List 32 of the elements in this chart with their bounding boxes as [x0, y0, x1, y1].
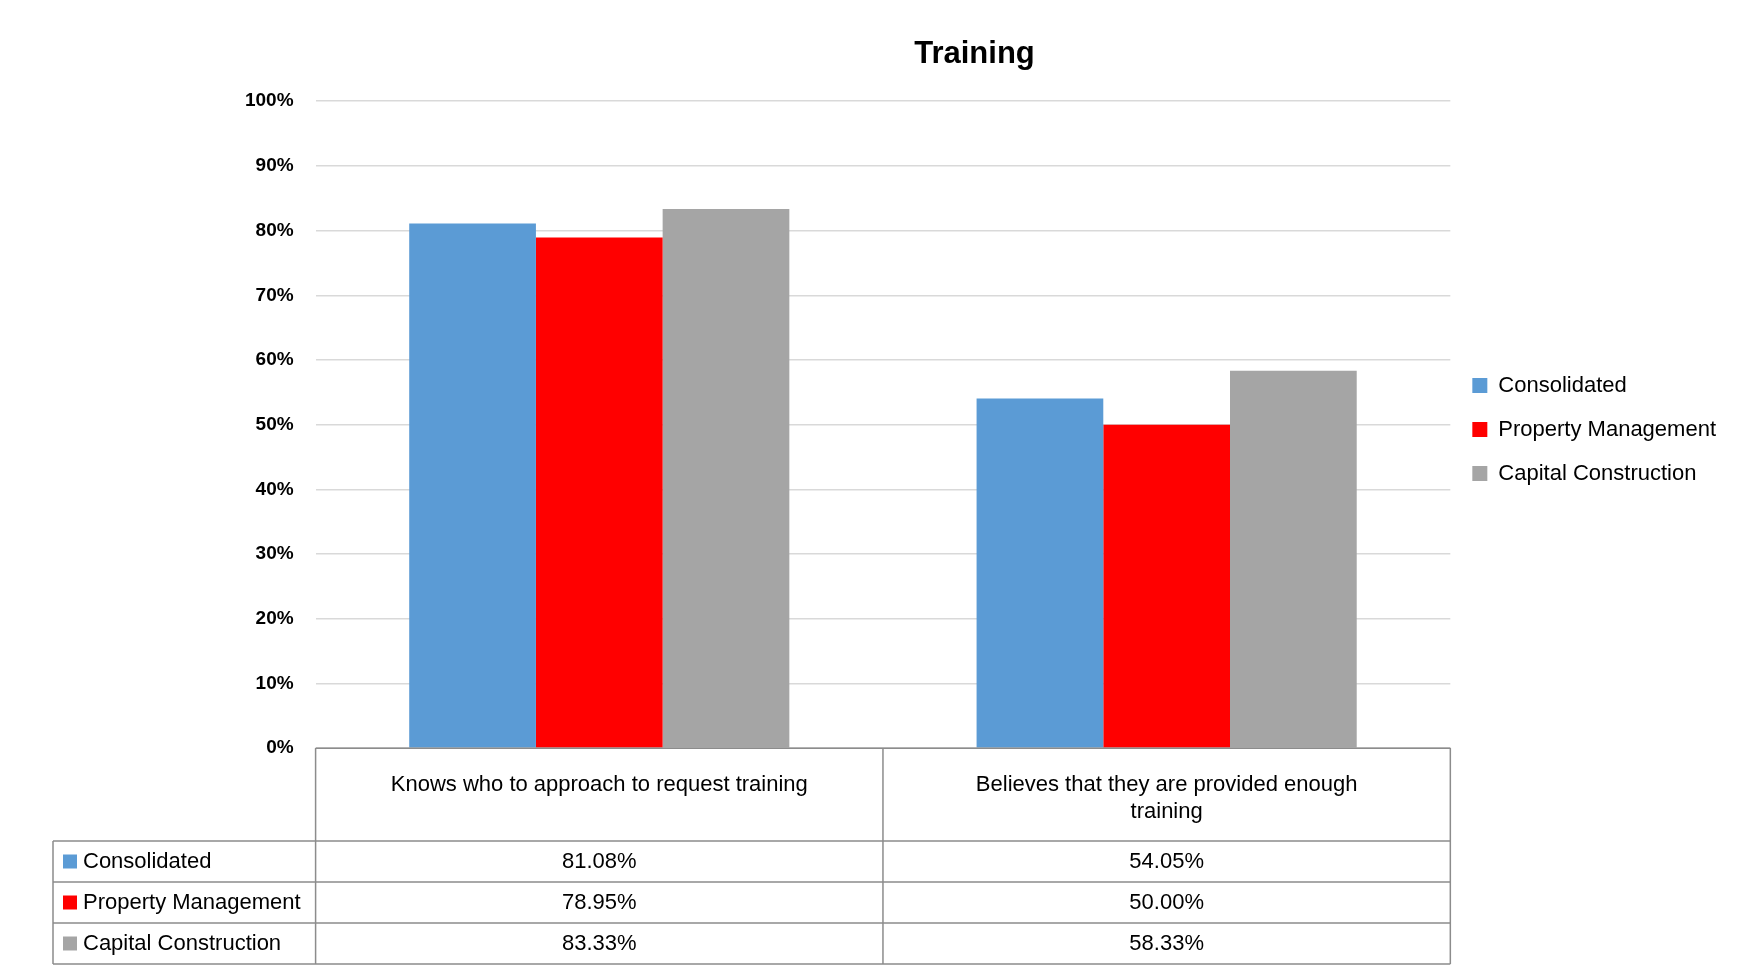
text: Capital Construction: [83, 929, 282, 955]
legend-label: Property Management: [1498, 415, 1716, 441]
bar: [409, 223, 536, 748]
y-tick-label: 50%: [255, 412, 294, 434]
y-tick-label: 90%: [255, 154, 294, 176]
text: Property Management: [83, 888, 301, 914]
data-label: 54.05%: [1129, 847, 1204, 873]
y-tick-label: 100%: [244, 89, 294, 111]
y-tick-label: 70%: [255, 283, 294, 305]
y-tick-label: 80%: [255, 218, 294, 240]
bar: [976, 398, 1104, 748]
legend-label: Consolidated: [83, 847, 212, 873]
data-label: 58.33%: [1129, 929, 1204, 955]
x-tick-label: Believes that they are provided enough training: [975, 771, 1358, 823]
y-tick-label: 30%: [255, 542, 294, 564]
y-tick-label: 20%: [255, 607, 294, 629]
x-tick-label: Knows who to approach to request training: [390, 771, 808, 797]
data-label: 50.00%: [1129, 888, 1204, 914]
legend-label: Capital Construction: [1498, 459, 1697, 485]
bar: [1103, 424, 1230, 748]
data-label: 78.95%: [561, 888, 637, 914]
y-tick-label: 60%: [255, 348, 294, 370]
data-label: 81.08%: [561, 847, 637, 873]
bar: [662, 209, 790, 748]
y-tick-label: 0%: [266, 736, 294, 758]
text: Consolidated: [1498, 371, 1627, 397]
chart-title: Training: [914, 35, 1035, 71]
data-label: 83.33%: [561, 929, 637, 955]
y-tick-label: 40%: [255, 477, 294, 499]
y-tick-label: 10%: [255, 671, 294, 693]
bar: [535, 237, 663, 748]
bar: [1230, 370, 1357, 748]
